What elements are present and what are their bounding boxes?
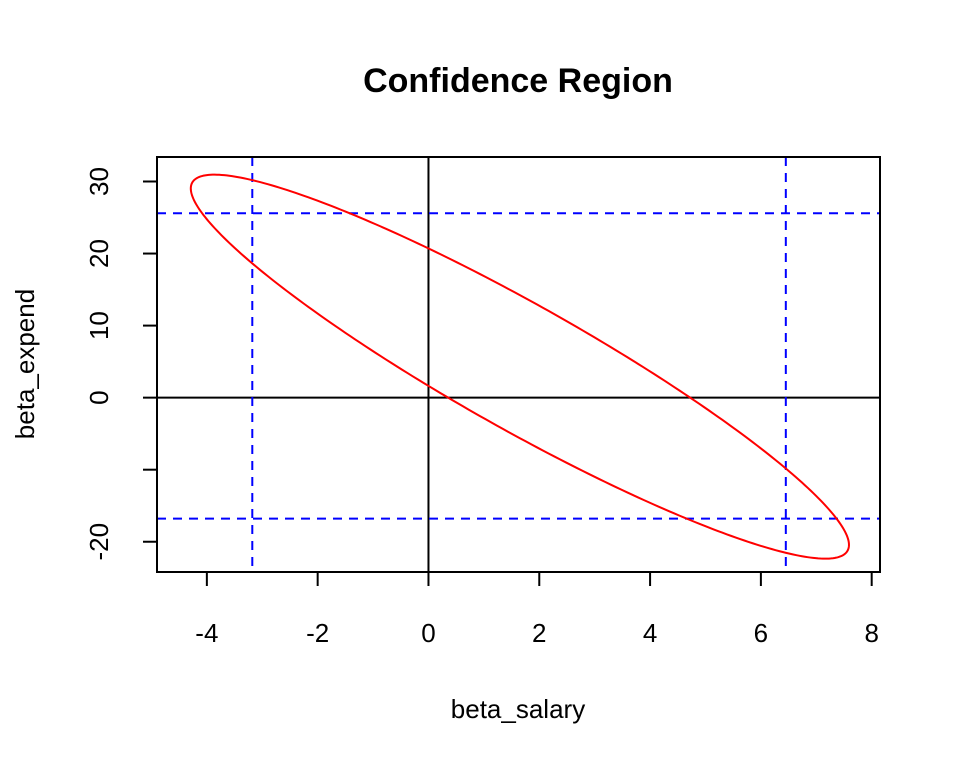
y-tick-label: 0 (84, 390, 114, 404)
x-tick-label: 0 (421, 618, 435, 648)
plot-frame (156, 156, 881, 573)
y-tick-label: 10 (84, 311, 114, 340)
x-tick-label: 6 (754, 618, 768, 648)
y-tick-label: 30 (84, 167, 114, 196)
confidence-ellipse (189, 173, 850, 560)
chart-title: Confidence Region (363, 62, 673, 100)
y-axis-label: beta_expend (10, 289, 40, 439)
x-tick-label: 8 (864, 618, 878, 648)
y-tick-label: 20 (84, 239, 114, 268)
y-tick-label: -20 (84, 523, 114, 561)
x-axis-label: beta_salary (451, 694, 585, 724)
x-tick-label: -2 (306, 618, 329, 648)
x-tick-label: -4 (195, 618, 218, 648)
x-tick-label: 2 (532, 618, 546, 648)
x-tick-label: 4 (643, 618, 657, 648)
